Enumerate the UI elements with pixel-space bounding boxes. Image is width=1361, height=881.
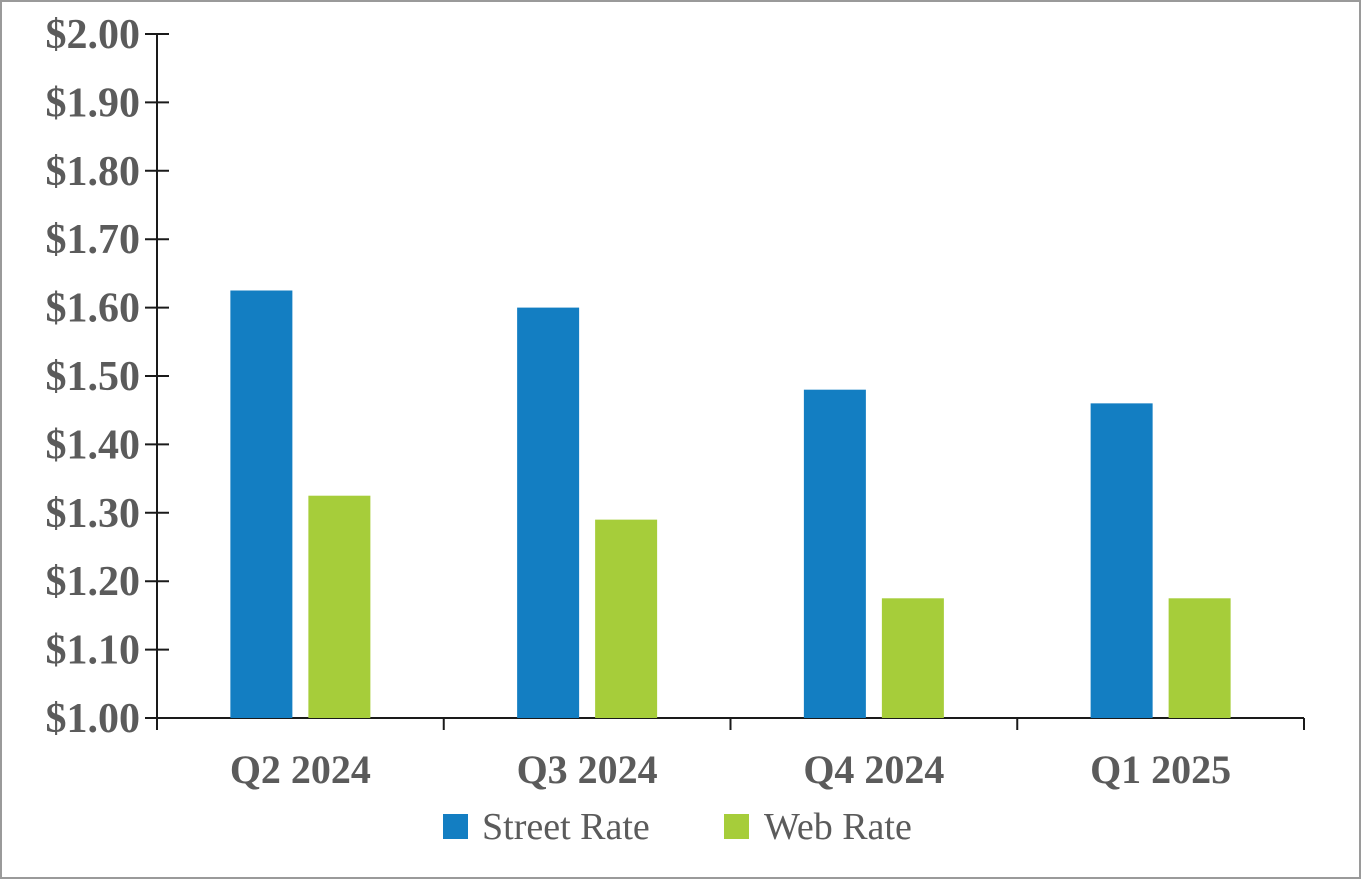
bar-web-rate-2: [881, 598, 944, 718]
legend-label-web-rate: Web Rate: [764, 806, 912, 848]
bar-street-rate-0: [230, 290, 293, 718]
y-tick-label: $1.20: [46, 559, 141, 605]
bar-web-rate-1: [595, 519, 658, 718]
x-tick-label: Q3 2024: [517, 747, 658, 792]
y-tick-label: $1.30: [46, 491, 141, 537]
y-tick-label: $1.00: [46, 696, 141, 742]
bar-street-rate-2: [803, 389, 866, 718]
legend-label-street-rate: Street Rate: [482, 806, 650, 848]
y-axis: $1.00 $1.10 $1.20 $1.30 $1.40 $1.50 $1.60 $1.70…: [46, 12, 169, 742]
x-tick-label: Q4 2024: [803, 747, 944, 792]
legend-swatch-street-rate: [443, 814, 468, 839]
x-tick-label: Q2 2024: [230, 747, 371, 792]
y-tick-label: $1.90: [46, 80, 141, 126]
legend: Street Rate Web Rate: [443, 806, 912, 848]
bar-series-group: [230, 290, 1231, 718]
y-tick-label: $2.00: [46, 12, 141, 58]
x-tick-label: Q1 2025: [1090, 747, 1231, 792]
y-tick-label: $1.10: [46, 628, 141, 674]
bar-web-rate-3: [1168, 598, 1231, 718]
bar-web-rate-0: [308, 495, 371, 718]
y-tick-label: $1.40: [46, 422, 141, 468]
legend-swatch-web-rate: [724, 814, 749, 839]
bar-street-rate-3: [1090, 403, 1153, 718]
y-tick-label: $1.60: [46, 286, 141, 332]
y-tick-label: $1.50: [46, 354, 141, 400]
y-tick-label: $1.70: [46, 217, 141, 263]
y-tick-label: $1.80: [46, 149, 141, 195]
bar-street-rate-1: [517, 307, 580, 718]
x-axis: Q2 2024 Q3 2024 Q4 2024 Q1 2025: [156, 717, 1305, 792]
